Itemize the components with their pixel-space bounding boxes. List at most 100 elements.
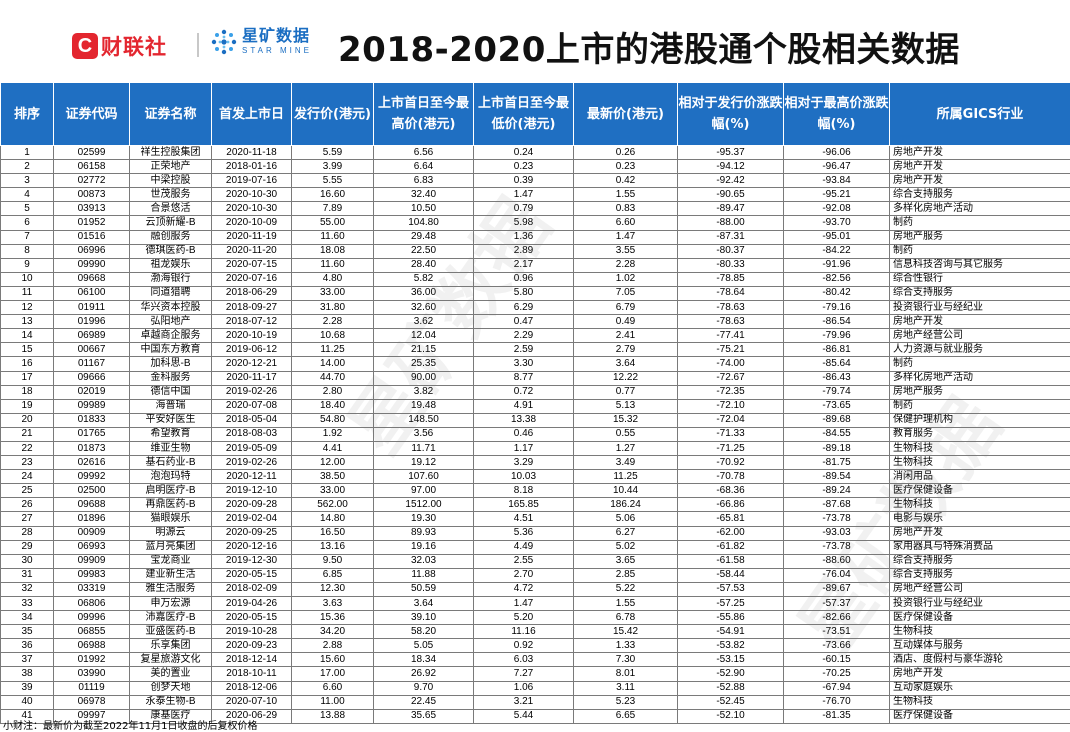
table-cell: -87.68 [783, 497, 890, 513]
table-cell: 18.40 [291, 398, 374, 414]
table-cell: 2018-05-04 [211, 412, 292, 428]
table-cell: 消闲用品 [889, 469, 1070, 485]
table-cell: 18.34 [373, 652, 474, 668]
table-cell: 7.27 [473, 666, 574, 682]
table-cell: 4.49 [473, 539, 574, 555]
table-cell: 房地产开发 [889, 666, 1070, 682]
table-row: 11 06100 同道猎聘 2018-06-29 33.00 36.00 5.80 7.05-… [0, 285, 1070, 302]
table-cell: 渤海银行 [129, 271, 212, 287]
table-cell: -66.86 [677, 497, 784, 513]
table-cell: 6.79 [573, 300, 678, 316]
table-cell: -60.15 [783, 652, 890, 668]
table-cell: 综合支持服务 [889, 187, 1070, 203]
table-cell: 01833 [53, 412, 130, 428]
table-cell: -53.15 [677, 652, 784, 668]
table-cell: -57.37 [783, 595, 890, 612]
table-cell: -96.47 [783, 159, 890, 175]
table-row: 1 02599 祥生控股集团 2020-11-18 5.59 6.56 0.24 0.26 -9… [0, 144, 1070, 161]
table-cell: 33 [0, 595, 54, 612]
table-cell: 家用器具与特殊消费品 [889, 539, 1070, 555]
table-cell: 22.45 [373, 694, 474, 710]
table-cell: 13.38 [473, 412, 574, 428]
table-cell: 永泰生物-B [129, 694, 212, 710]
table-cell: 0.55 [573, 426, 678, 442]
table-cell: 制药 [889, 243, 1070, 259]
table-cell: 0.26 [573, 144, 678, 161]
table-cell: 02772 [53, 173, 130, 189]
table-cell: 再鼎医药-B [129, 497, 212, 513]
table-cell: 生物科技 [889, 455, 1070, 471]
table-cell: 综合支持服务 [889, 553, 1070, 569]
table-cell: 32.60 [373, 300, 474, 316]
table-cell: 1.47 [473, 595, 574, 612]
table-cell: 19.12 [373, 455, 474, 471]
table-cell: 09996 [53, 610, 130, 626]
table-cell: -65.81 [677, 511, 784, 527]
table-cell: 01516 [53, 229, 130, 245]
table-cell: -91.96 [783, 257, 890, 273]
table-cell: 44.70 [291, 370, 374, 386]
table-cell: 祥生控股集团 [129, 144, 212, 161]
table-cell: 55.00 [291, 215, 374, 231]
table-cell: 融创服务 [129, 229, 212, 245]
table-cell: -73.51 [783, 624, 890, 640]
table-cell: 11.16 [473, 624, 574, 640]
table-cell: 10.68 [291, 328, 374, 344]
table-cell: -61.82 [677, 539, 784, 555]
star-mine-cn: 星矿数据 [242, 26, 311, 45]
column-header: 首发上市日 [211, 82, 292, 146]
table-cell: 06158 [53, 159, 130, 175]
table-cell: 12.04 [373, 328, 474, 344]
table-row: 20 01833 平安好医生 2018-05-04 54.80 148.50 13.38 15… [0, 412, 1070, 428]
column-header: 证券代码 [53, 82, 130, 146]
table-row: 14 06989 卓越商企服务 2020-10-19 10.68 12.04 2.29 2.4… [0, 328, 1070, 344]
table-cell: 11.60 [291, 257, 374, 273]
table-cell: 2019-04-26 [211, 595, 292, 612]
table-cell: 0.49 [573, 314, 678, 330]
table-row: 30 09909 宝龙商业 2019-12-30 9.50 32.03 2.55 3.65 -6… [0, 553, 1070, 569]
table-cell: 09989 [53, 398, 130, 414]
table-cell: -93.03 [783, 525, 890, 541]
table-cell: 12.30 [291, 581, 374, 598]
table-cell: -87.31 [677, 229, 784, 245]
table-cell: 5.05 [373, 638, 474, 654]
table-cell: 39.10 [373, 610, 474, 626]
table-cell: 09992 [53, 469, 130, 485]
table-cell: 11.71 [373, 440, 474, 457]
table-cell: 14.80 [291, 511, 374, 527]
table-cell: 1.33 [573, 638, 678, 654]
table-cell: 人力资源与就业服务 [889, 342, 1070, 358]
table-cell: 10.44 [573, 483, 678, 499]
table-cell: 5.98 [473, 215, 574, 231]
table-cell: 2.80 [291, 384, 374, 400]
column-header: 所属GICS行业 [889, 82, 1070, 146]
table-cell: 德琪医药-B [129, 243, 212, 259]
table-cell: 2020-11-18 [211, 144, 292, 161]
table-cell: 3.29 [473, 455, 574, 471]
table-row: 17 09666 金科服务 2020-11-17 44.70 90.00 8.77 12.22… [0, 370, 1070, 386]
table-cell: 1.92 [291, 426, 374, 442]
table-row: 13 01996 弘阳地产 2018-07-12 2.28 3.62 0.47 0.49 -78… [0, 314, 1070, 330]
table-cell: 宝龙商业 [129, 553, 212, 569]
table-cell: 25 [0, 483, 54, 499]
table-cell: -79.74 [783, 384, 890, 400]
table-cell: 2018-06-29 [211, 285, 292, 302]
table-cell: 3.56 [373, 426, 474, 442]
table-row: 27 01896 猫眼娱乐 2019-02-04 14.80 19.30 4.51 5.06-… [0, 511, 1070, 527]
table-cell: 7 [0, 229, 54, 245]
table-cell: 562.00 [291, 497, 374, 513]
table-cell: 35 [0, 624, 54, 640]
table-cell: -73.78 [783, 511, 890, 527]
table-cell: 1.06 [473, 680, 574, 696]
table-cell: 卓越商企服务 [129, 328, 212, 344]
table-header-row: 排序 证券代码 证券名称 首发上市日 发行价(港元) 上市首日至今最高价(港元) 上市首日至… [0, 82, 1070, 146]
table-cell: 德信中国 [129, 384, 212, 400]
table-cell: 1.02 [573, 271, 678, 287]
table-row: 21 01765 希望教育 2018-08-03 1.92 3.56 0.46 0.55 -71… [0, 426, 1070, 442]
table-cell: 2.79 [573, 342, 678, 358]
table-cell: 2020-09-28 [211, 497, 292, 513]
table-cell: 2020-07-10 [211, 694, 292, 710]
table-cell: -52.90 [677, 666, 784, 682]
table-cell: 4.80 [291, 271, 374, 287]
table-cell: 4.72 [473, 581, 574, 598]
